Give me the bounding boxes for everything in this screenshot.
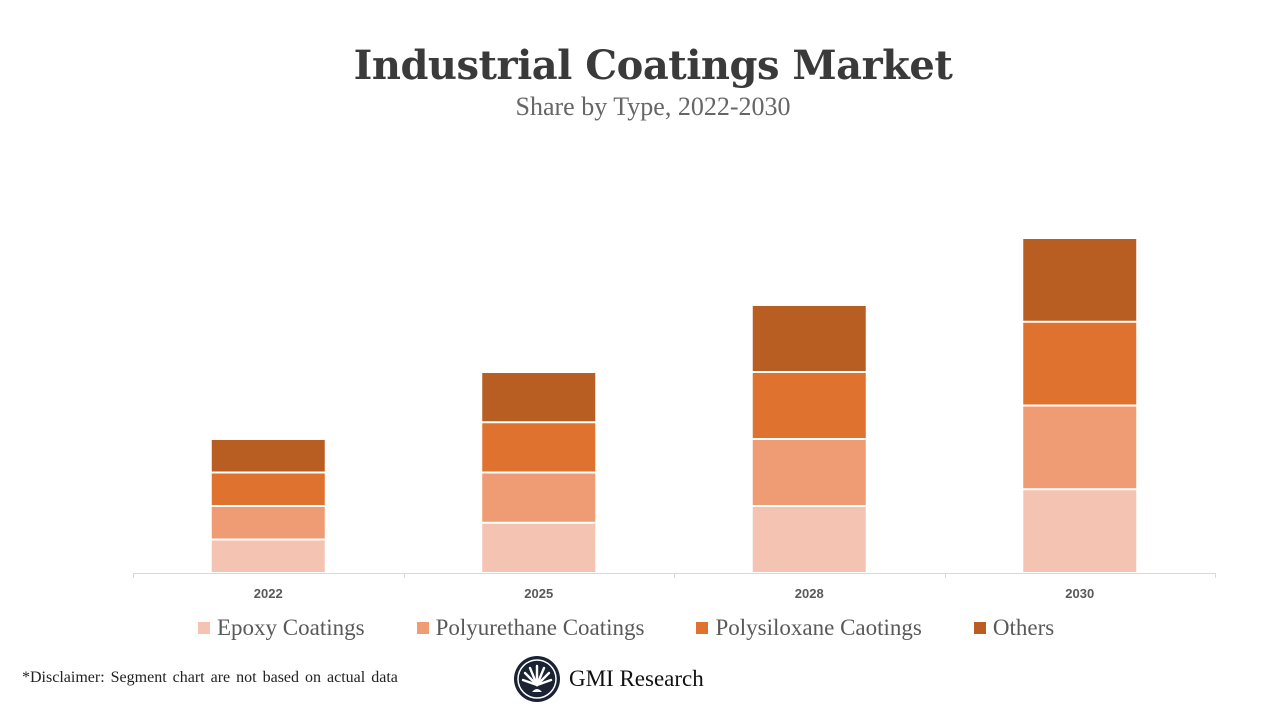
bar-segment-2025-0 bbox=[482, 523, 596, 572]
brand-logo: GMI Research bbox=[513, 655, 704, 703]
bar-segment-2030-3 bbox=[1023, 239, 1137, 321]
legend-item-epoxy: Epoxy Coatings bbox=[198, 615, 365, 641]
x-tick-label: 2025 bbox=[524, 586, 553, 601]
legend-swatch bbox=[696, 622, 709, 634]
x-tick-label: 2028 bbox=[795, 586, 824, 601]
bar-segment-2028-0 bbox=[752, 507, 866, 572]
legend-label: Polyurethane Coatings bbox=[435, 615, 645, 640]
bar-segment-2030-0 bbox=[1023, 490, 1137, 572]
bar-segment-2025-1 bbox=[482, 473, 596, 522]
legend-label: Polysiloxane Caotings bbox=[715, 615, 922, 640]
bar-segment-2022-1 bbox=[211, 507, 325, 539]
legend-item-others: Others bbox=[973, 615, 1055, 641]
bar-segment-2028-3 bbox=[752, 306, 866, 371]
bar-segment-2025-3 bbox=[482, 373, 596, 422]
bar-segment-2022-2 bbox=[211, 473, 325, 505]
x-tick-label: 2022 bbox=[254, 586, 283, 601]
bar-segment-2022-0 bbox=[211, 540, 325, 572]
legend-swatch bbox=[416, 622, 429, 634]
legend-label: Others bbox=[992, 615, 1055, 640]
brand-name: GMI Research bbox=[569, 666, 704, 691]
disclaimer: *Disclaimer: Segment chart are not based… bbox=[22, 669, 398, 686]
legend-item-polysiloxane: Polysiloxane Caotings bbox=[696, 615, 922, 641]
legend-swatch bbox=[198, 622, 210, 634]
legend-label: Epoxy Coatings bbox=[217, 615, 365, 640]
bar-segment-2030-2 bbox=[1023, 322, 1137, 405]
bar-segment-2028-1 bbox=[752, 440, 866, 505]
chart-subtitle: Share by Type, 2022-2030 bbox=[515, 92, 791, 121]
legend-item-polyurethane: Polyurethane Coatings bbox=[416, 615, 645, 641]
bar-segment-2028-2 bbox=[752, 373, 866, 438]
x-tick-label: 2030 bbox=[1065, 586, 1094, 601]
gmi-logo-icon bbox=[514, 656, 560, 702]
bar-segment-2022-3 bbox=[211, 440, 325, 472]
legend-swatch bbox=[973, 622, 986, 634]
bar-segment-2025-2 bbox=[482, 423, 596, 472]
chart-title: Industrial Coatings Market bbox=[353, 42, 953, 89]
bar-segment-2030-1 bbox=[1023, 406, 1137, 489]
legend: Epoxy Coatings Polyurethane Coatings Pol… bbox=[198, 615, 1106, 641]
